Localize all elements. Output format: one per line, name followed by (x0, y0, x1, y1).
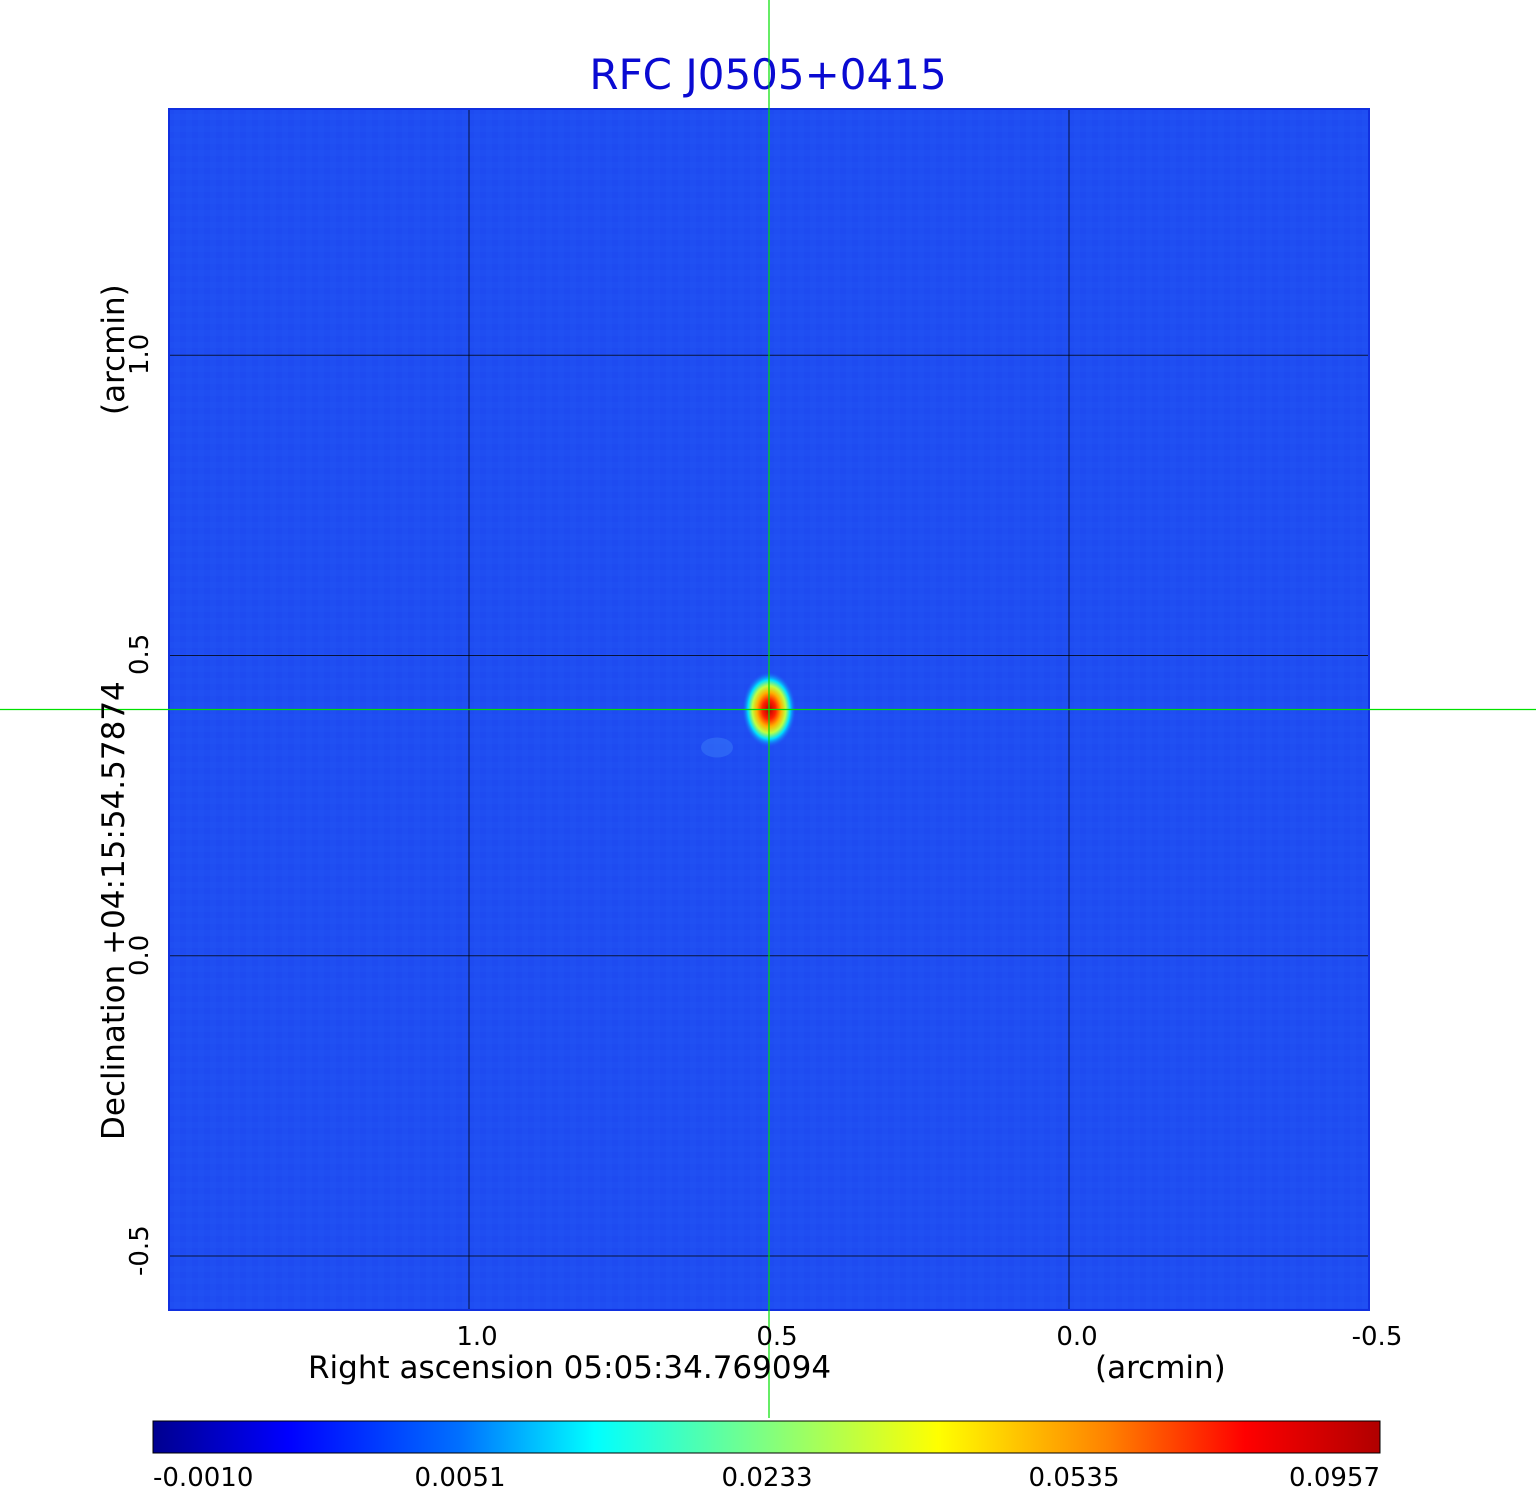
colorbar-tick-label: 0.0233 (721, 1463, 813, 1493)
x-tick-label: 0.0 (1056, 1322, 1098, 1352)
y-axis-label: Declination +04:15:54.57874 (96, 681, 132, 1140)
y-tick-label: 0.5 (125, 634, 155, 676)
x-tick-label: 0.5 (756, 1322, 798, 1352)
chart-title: RFC J0505+0415 (589, 50, 947, 99)
colorbar-tick-label: 0.0535 (1028, 1463, 1120, 1493)
y-tick-label: -0.5 (125, 1225, 155, 1276)
x-tick-label: -0.5 (1351, 1322, 1403, 1352)
x-axis-unit: (arcmin) (1095, 1350, 1226, 1386)
sidelobe-feature (701, 737, 733, 758)
colorbar-tick-label: -0.0010 (153, 1463, 254, 1493)
colorbar-tick-label: 0.0051 (414, 1463, 506, 1493)
y-axis-unit: (arcmin) (96, 284, 132, 415)
x-axis-label: Right ascension 05:05:34.769094 (308, 1350, 832, 1386)
colorbar-tick-label: 0.0957 (1289, 1463, 1380, 1493)
colorbar (152, 1420, 1381, 1454)
x-tick-label: 1.0 (456, 1322, 498, 1352)
